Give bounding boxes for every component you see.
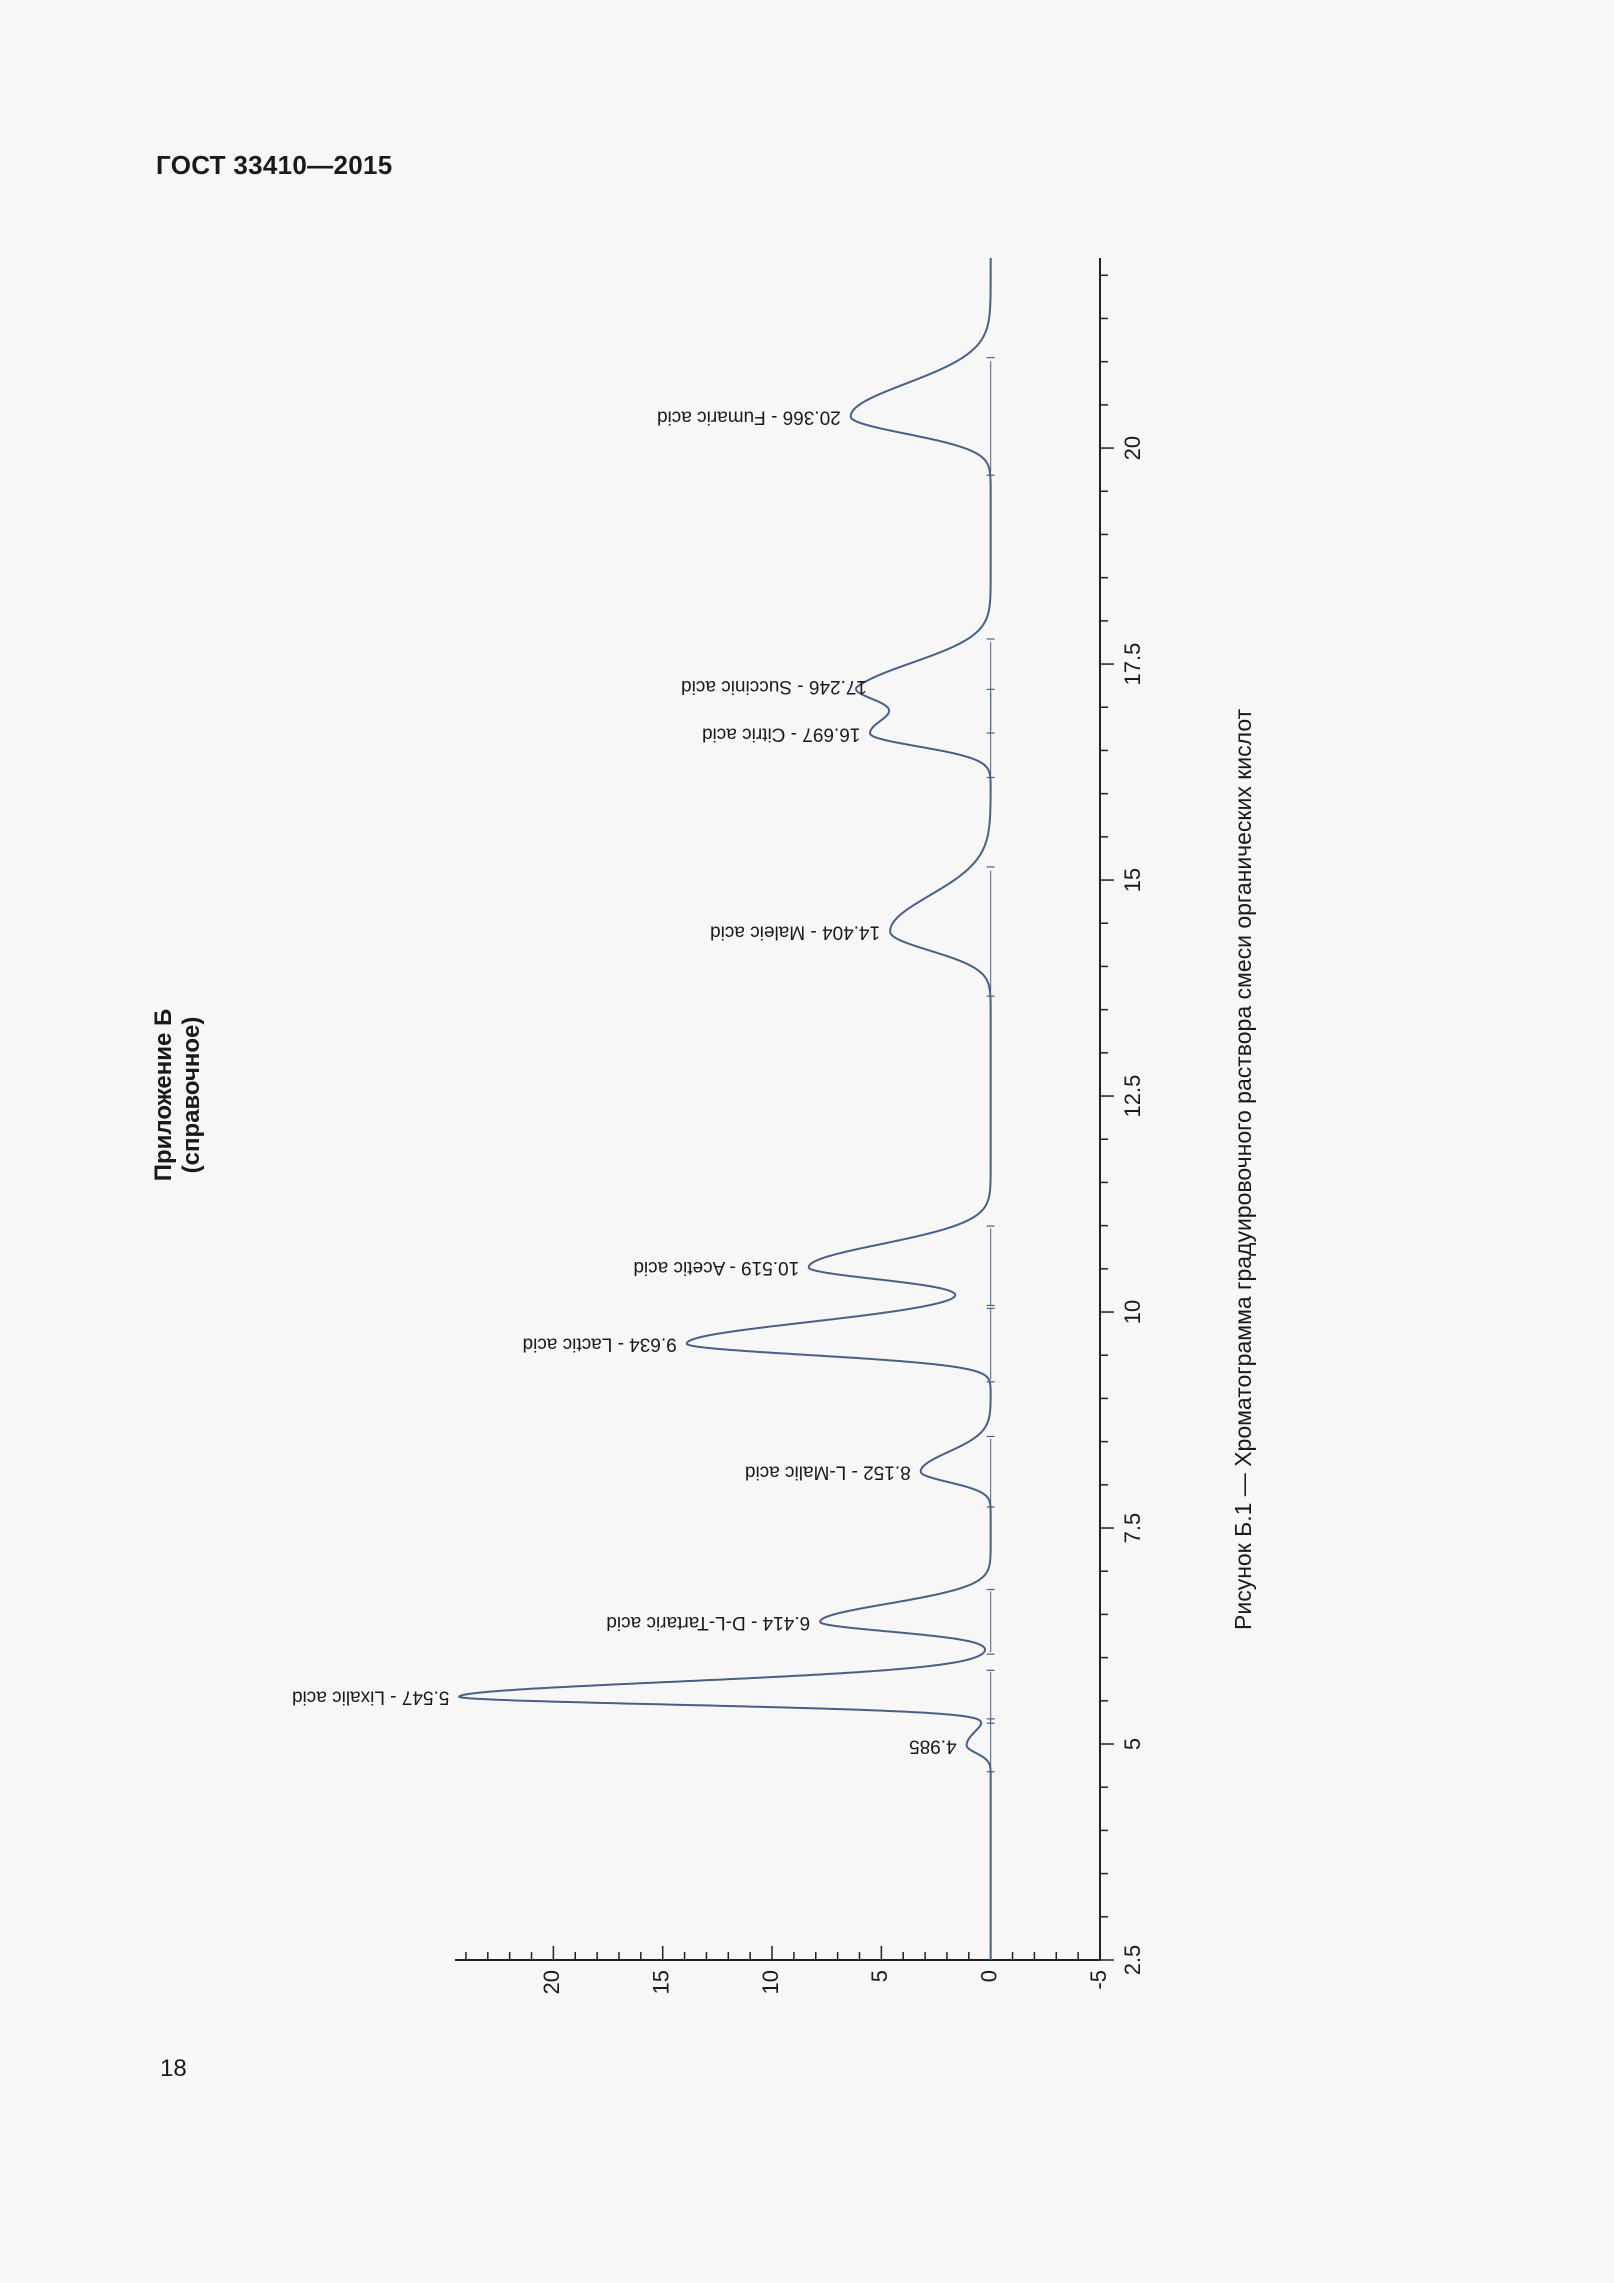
peak-label: 20.366 - Fumaric acid [657,406,841,427]
peak-label: 16.697 - Citric acid [702,723,860,744]
peak-labels: 4.985 5.547 - Lixalic acid 6.414 - D-L-Tar… [292,406,957,1756]
time-tick-label: 5 [1120,1738,1145,1750]
chart-trace [458,258,995,1960]
peak-label: 6.414 - D-L-Tartaric acid [606,1612,810,1633]
time-tick-label: 10 [1120,1300,1145,1324]
time-tick-label: 2.5 [1120,1945,1145,1976]
peak-label: 14.404 - Maleic acid [710,922,880,943]
signal-tick-label: 10 [758,1970,783,1994]
time-tick-label: 7.5 [1120,1513,1145,1544]
time-tick-label: 17.5 [1120,643,1145,686]
time-tick-label: 12.5 [1120,1075,1145,1118]
chromatogram-line [458,258,992,1960]
time-tick-label: 15 [1120,868,1145,892]
signal-tick-label: 15 [649,1970,674,1994]
signal-tick-label: 0 [976,1970,1001,1982]
peak-label: 17.246 - Succinic acid [681,676,867,697]
peak-label: 4.985 [909,1735,957,1756]
page-number: 18 [160,2055,187,2082]
time-tick-label: 20 [1120,436,1145,460]
peak-label: 9.634 - Lactic acid [523,1334,677,1355]
peak-label: 10.519 - Acetic acid [633,1257,799,1278]
peak-label: 5.547 - Lixalic acid [292,1687,449,1708]
signal-tick-label: -5 [1086,1970,1111,1990]
chart-axes: 2.5 5 7.5 10 12.5 15 17.5 20 -5 0 5 10 15 20 [455,258,1145,1994]
document-header: ГОСТ 33410—2015 [156,150,393,180]
figure-caption: Рисунок Б.1 — Хроматограмма градуировочн… [1230,708,1256,1630]
signal-tick-label: 20 [539,1970,564,1994]
signal-tick-label: 5 [867,1970,892,1982]
peak-label: 8.152 - L-Malic acid [745,1462,911,1483]
